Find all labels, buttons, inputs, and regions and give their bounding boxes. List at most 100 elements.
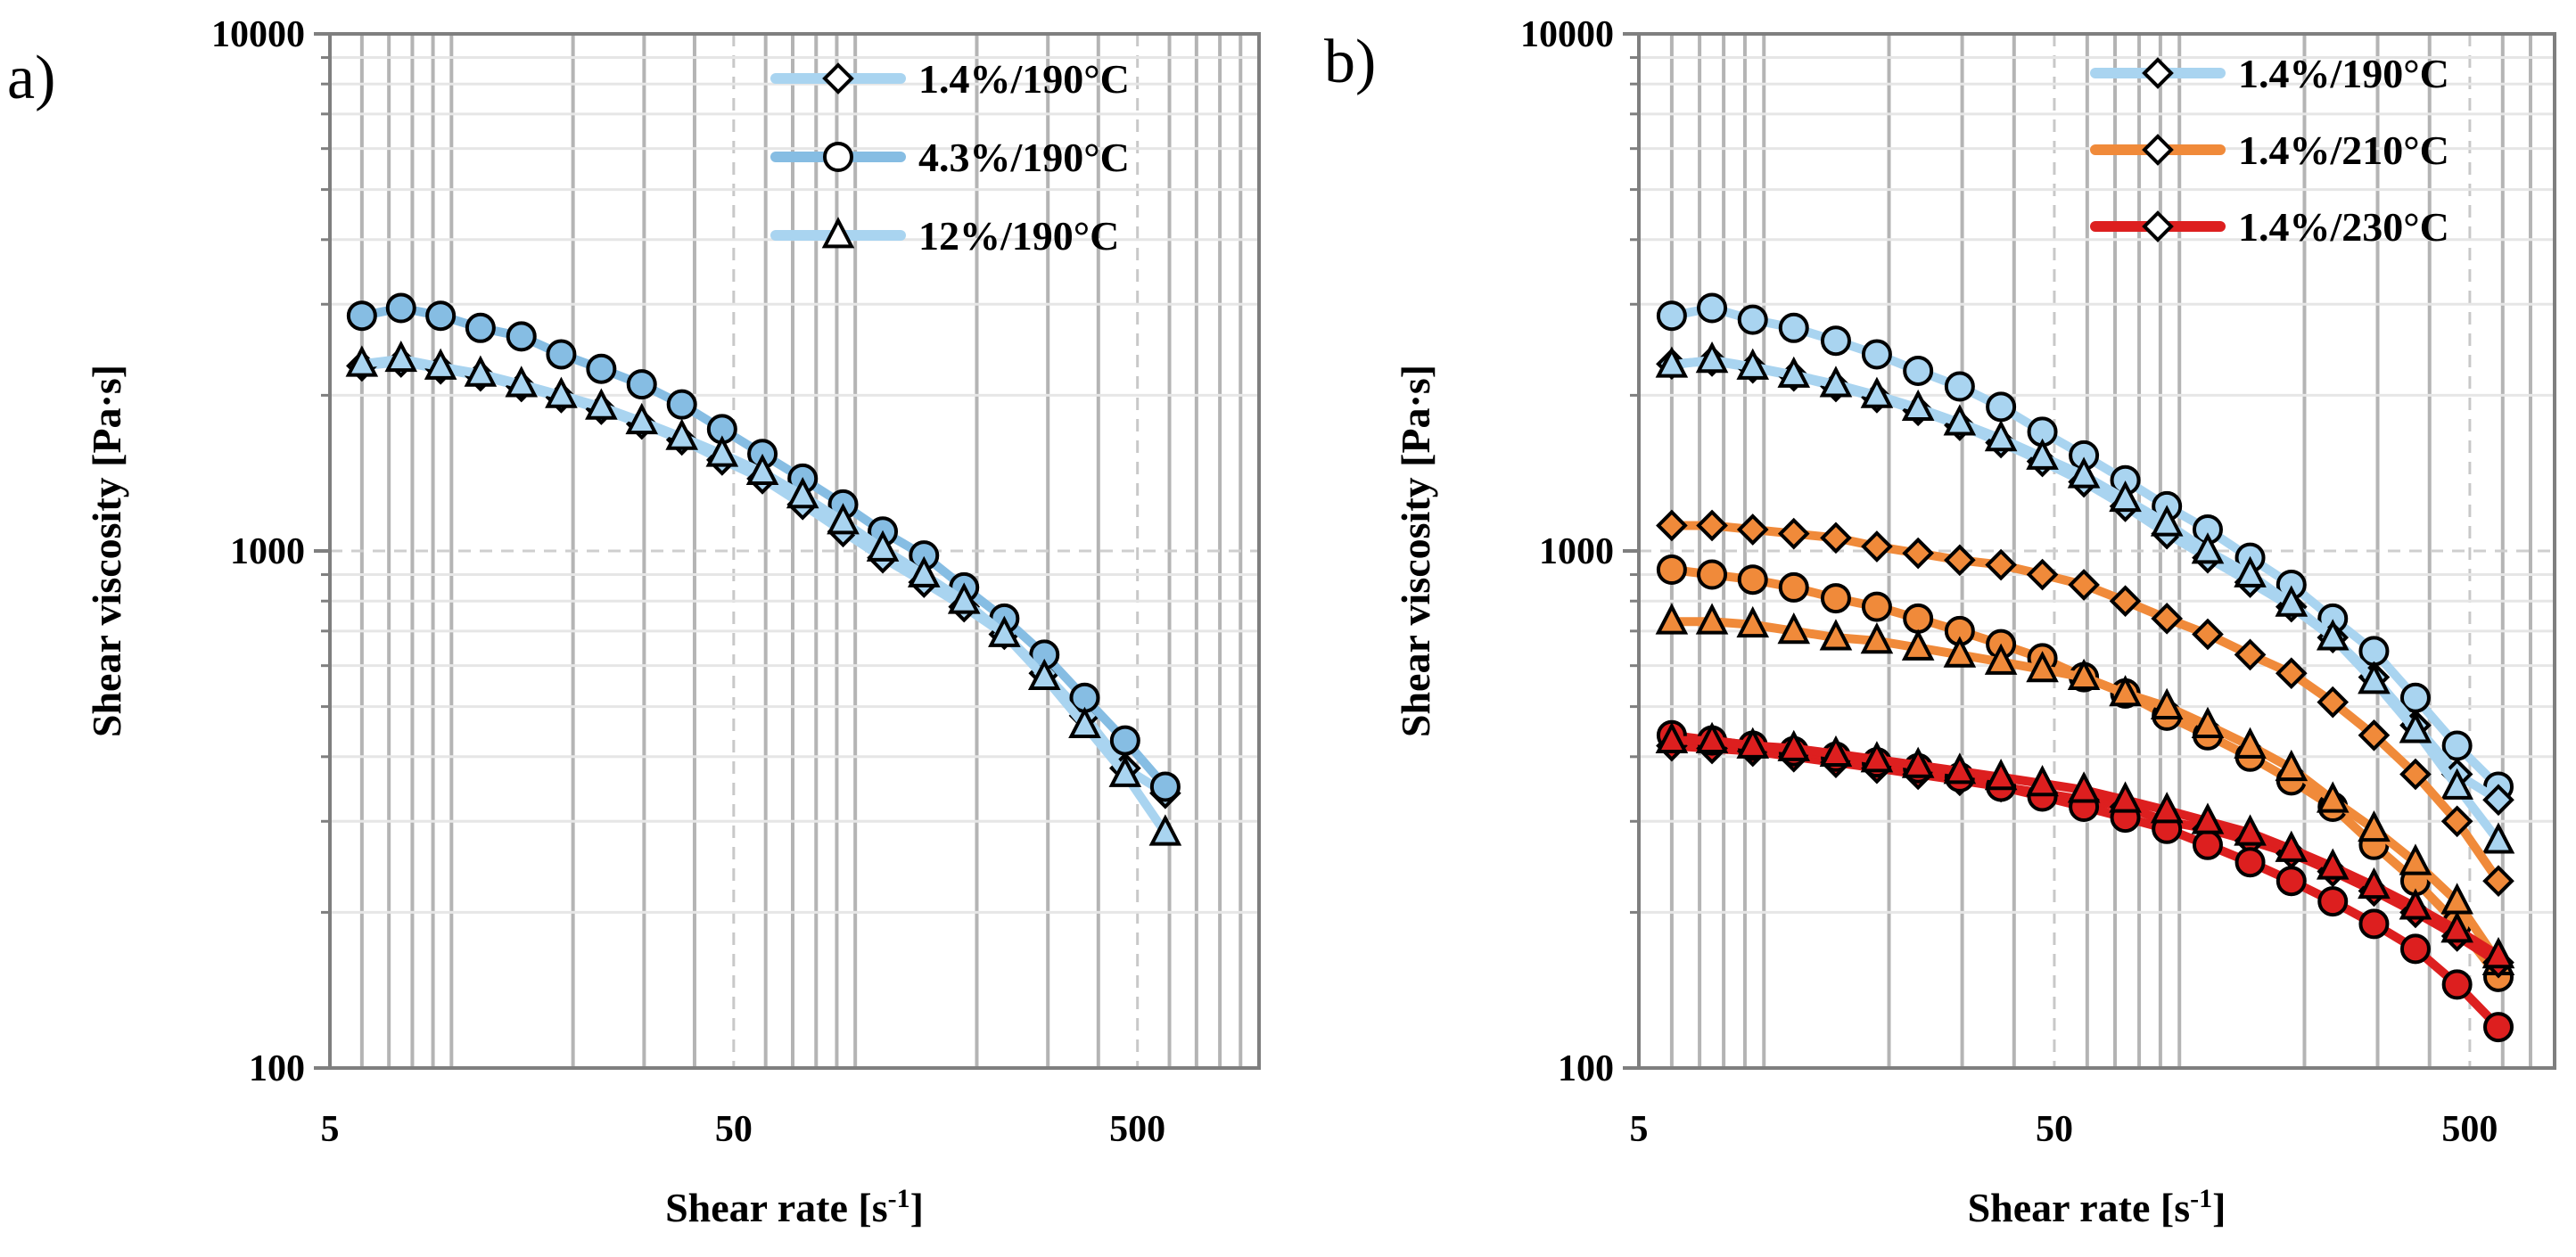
data-point xyxy=(2358,809,2391,842)
x-axis: 5 50 500 xyxy=(321,1109,1166,1150)
data-point xyxy=(2482,865,2514,898)
x-tick-label: 5 xyxy=(321,1109,340,1150)
data-point xyxy=(1777,356,1811,388)
x-tick-label: 50 xyxy=(2036,1109,2073,1150)
data-point xyxy=(1903,603,1934,634)
legend: 1.4%/190°C 4.3%/190°C 12%/190°C xyxy=(770,56,1130,259)
data-point xyxy=(1655,346,1689,378)
data-point xyxy=(1777,729,1811,761)
data-point xyxy=(1943,636,1977,668)
data-point xyxy=(1697,559,1728,590)
grid xyxy=(328,34,1261,1068)
series-line xyxy=(357,357,1170,798)
data-point xyxy=(1027,658,1061,690)
data-point xyxy=(1819,735,1853,768)
data-point xyxy=(1777,612,1811,645)
data-point xyxy=(827,503,860,535)
data-point xyxy=(1148,814,1182,846)
data-point xyxy=(1860,622,1894,654)
data-point xyxy=(425,300,457,332)
legend-label: 1.4%/230°C xyxy=(2238,204,2449,250)
data-point xyxy=(1944,544,1976,577)
series xyxy=(1656,719,2514,1043)
data-point xyxy=(2481,822,2515,854)
data-point xyxy=(1901,389,1935,422)
data-point xyxy=(2026,558,2059,591)
series xyxy=(346,346,1181,809)
legend-label: 1.4%/210°C xyxy=(2238,127,2449,173)
data-point xyxy=(866,530,900,562)
legend-marker xyxy=(821,217,855,249)
data-point xyxy=(1985,548,2017,581)
data-point xyxy=(2275,749,2309,782)
data-point xyxy=(666,389,697,420)
legend-label: 12%/190°C xyxy=(918,213,1119,259)
data-point xyxy=(2276,866,2307,897)
data-point xyxy=(2440,805,2473,838)
y-axis-label: Shear viscosity [Pa·s] xyxy=(84,365,129,737)
series-group xyxy=(345,292,1182,846)
data-point xyxy=(1736,348,1770,380)
x-tick-label: 500 xyxy=(2441,1109,2498,1150)
series xyxy=(1655,721,2515,969)
data-point xyxy=(2358,662,2391,694)
legend-marker xyxy=(2142,134,2174,166)
data-point xyxy=(1901,628,1935,661)
y-tick-label: 1000 xyxy=(1539,531,1614,572)
data-point xyxy=(2234,814,2267,846)
data-point xyxy=(2067,456,2101,489)
data-point xyxy=(2316,848,2350,880)
data-point xyxy=(745,453,779,486)
y-tick-label: 1000 xyxy=(230,531,305,572)
data-point xyxy=(1819,366,1853,398)
data-point xyxy=(2109,585,2142,618)
data-point xyxy=(1778,312,1809,343)
series xyxy=(1655,603,2515,975)
data-point xyxy=(1109,725,1140,756)
data-point xyxy=(2275,585,2309,617)
data-point xyxy=(907,555,941,587)
legend-label: 4.3%/190°C xyxy=(918,135,1130,180)
data-point xyxy=(346,300,377,332)
y-axis: 100 1000 10000 xyxy=(1520,14,1639,1089)
data-point xyxy=(2358,636,2390,667)
data-point xyxy=(665,418,698,450)
legend-marker xyxy=(823,142,853,172)
data-point xyxy=(1861,591,1892,622)
data-point xyxy=(2191,802,2225,834)
data-point xyxy=(1861,530,1893,563)
panel-b: 100 1000 10000 5 50 500 Shear rate [s-1] Shear … xyxy=(1324,14,2556,1230)
data-point xyxy=(2483,1012,2514,1043)
data-point xyxy=(1984,759,2018,791)
data-point xyxy=(586,353,617,384)
data-point xyxy=(705,435,739,467)
data-point xyxy=(1656,509,1688,542)
data-point xyxy=(2150,687,2184,719)
data-point xyxy=(988,615,1021,647)
data-point xyxy=(1861,339,1892,370)
data-point xyxy=(1777,517,1810,550)
data-point xyxy=(2316,781,2350,813)
panel-label: b) xyxy=(1324,28,1376,96)
data-point xyxy=(1984,420,2018,452)
data-point xyxy=(2399,888,2432,920)
data-point xyxy=(2067,771,2101,803)
data-point xyxy=(385,292,416,324)
data-point xyxy=(1820,325,1851,357)
data-point xyxy=(1902,537,1934,570)
data-point xyxy=(1860,376,1894,408)
data-point xyxy=(2234,638,2267,671)
data-point xyxy=(2234,555,2267,587)
panel-label: a) xyxy=(7,44,55,112)
y-axis-label: Shear viscosity [Pa·s] xyxy=(1393,365,1438,737)
y-tick-label: 10000 xyxy=(211,14,305,55)
data-point xyxy=(2109,675,2142,707)
data-point xyxy=(1655,721,1689,753)
data-point xyxy=(2191,706,2225,738)
legend-label: 1.4%/190°C xyxy=(2238,51,2449,96)
data-point xyxy=(2399,933,2431,965)
data-point xyxy=(345,345,379,377)
data-point xyxy=(2026,765,2059,797)
data-point xyxy=(2192,829,2223,860)
data-point xyxy=(585,388,618,420)
